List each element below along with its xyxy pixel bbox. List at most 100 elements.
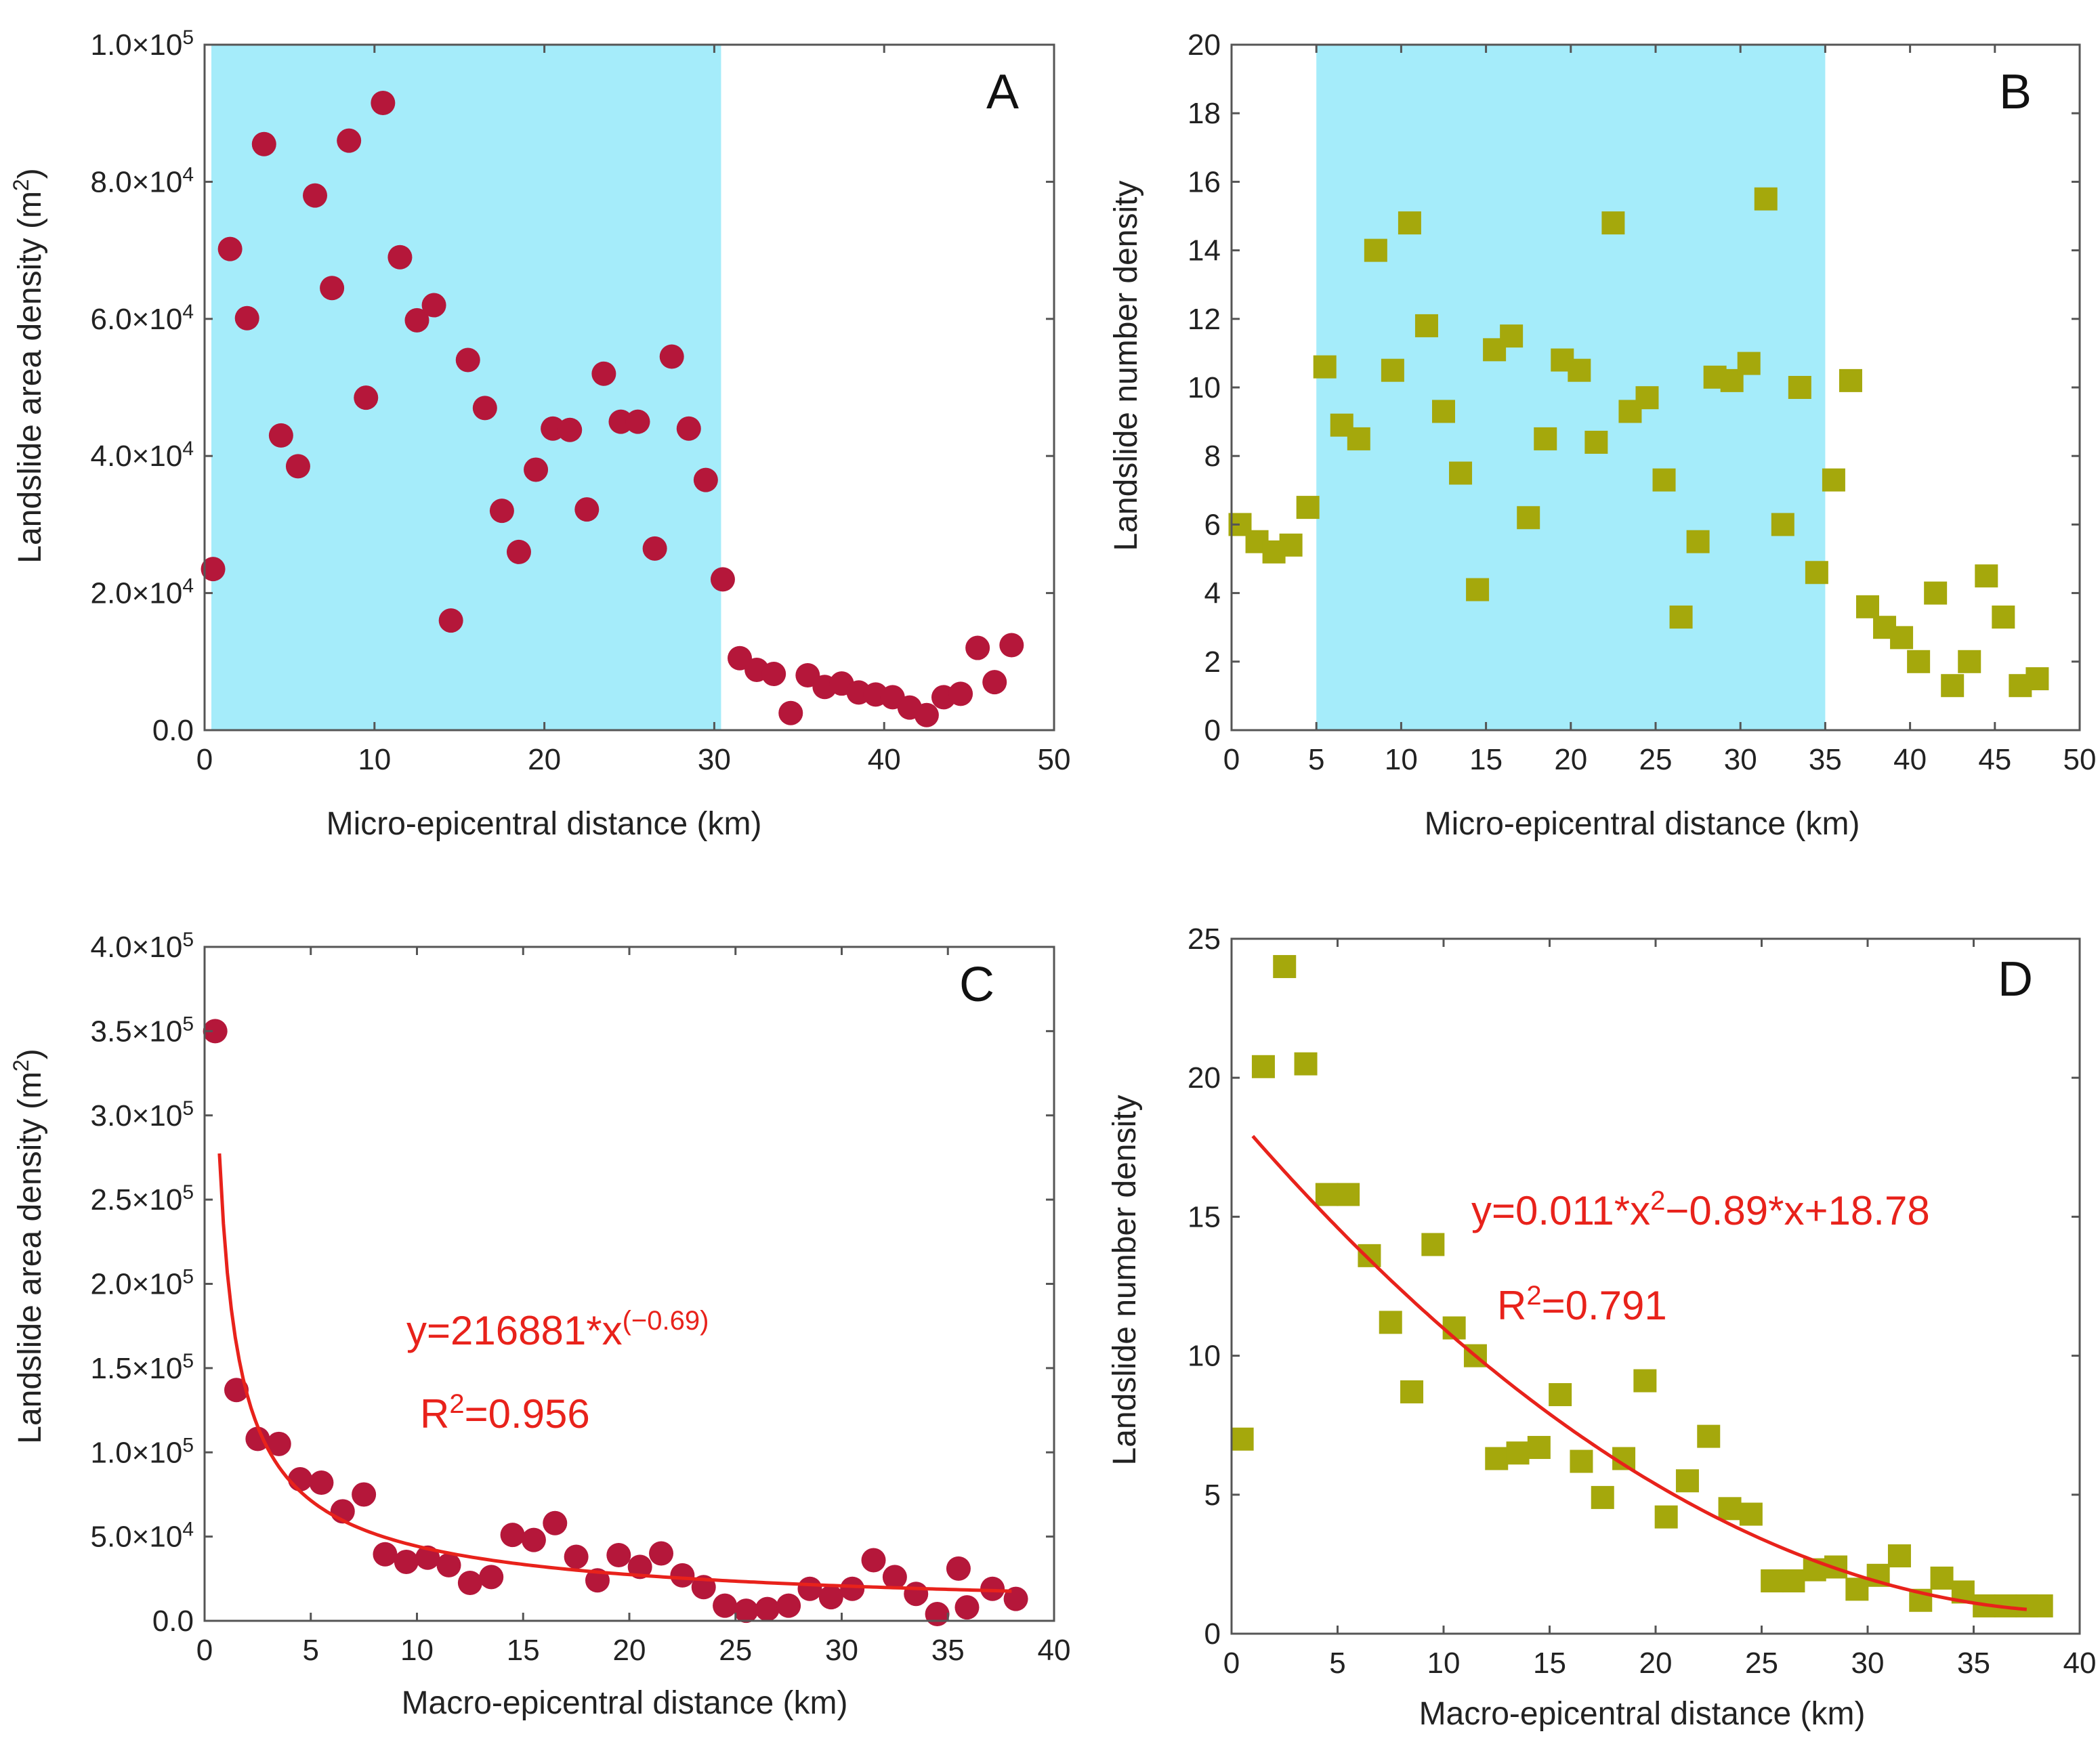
panel-b-point — [1364, 238, 1387, 262]
panel-d-point — [1251, 1055, 1275, 1078]
panel-a-point — [982, 670, 1007, 695]
panel-b-point — [1449, 461, 1473, 485]
panel-c-y-tick-label: 1.0×105 — [91, 1434, 194, 1470]
panel-b-y-axis-label: Landslide number density — [1108, 180, 1144, 551]
panel-b-shaded-region — [1316, 45, 1826, 730]
panel-b-point — [1924, 581, 1948, 605]
panel-c-point — [627, 1554, 652, 1580]
panel-a-frame — [203, 43, 1055, 732]
panel-a-x-tick-label: 10 — [358, 743, 391, 776]
panel-a-point — [625, 409, 650, 434]
panel-b-y-tick-label: 14 — [1188, 234, 1221, 268]
panel-a-x-tick-label: 30 — [698, 743, 731, 776]
panel-d-r-squared: R2=0.791 — [1497, 1281, 1667, 1328]
panel-c-y-tick-label: 0.0 — [152, 1605, 194, 1638]
panel-a-point — [761, 662, 786, 687]
panel-b-y-tick-label: 10 — [1188, 371, 1221, 404]
panel-b-point — [1771, 513, 1794, 536]
panel-a-point — [472, 396, 497, 421]
panel-b-x-tick-label: 15 — [1469, 743, 1503, 776]
panel-d-point — [1570, 1449, 1593, 1473]
panel-d-point — [1591, 1485, 1614, 1509]
panel-a-point — [948, 681, 973, 706]
panel-a-shaded-region — [211, 45, 721, 730]
panel-b-point — [1414, 314, 1438, 337]
panel-d-point — [1273, 955, 1297, 979]
panel-d-point — [1549, 1383, 1572, 1407]
panel-a-point — [506, 539, 531, 564]
panel-d-point — [1739, 1502, 1763, 1526]
panel-a-x-tick-label: 0 — [196, 743, 213, 776]
panel-b-point — [1347, 427, 1370, 450]
panel-c-y-tick-label: 3.0×105 — [91, 1097, 194, 1132]
panel-c-point — [606, 1542, 631, 1567]
panel-d-point — [1506, 1441, 1530, 1465]
panel-b-point — [1313, 355, 1337, 379]
panel-c-point — [245, 1426, 270, 1451]
panel-a-y-tick-label: 1.0×105 — [91, 26, 194, 62]
panel-a-point — [354, 385, 379, 410]
panel-c-x-tick-label: 35 — [931, 1634, 965, 1667]
panel-d-x-tick-label: 15 — [1533, 1647, 1566, 1680]
panel-a-point — [574, 497, 600, 522]
panel-a-point — [217, 236, 243, 261]
panel-c-point — [734, 1598, 759, 1624]
panel-c-equation: y=216881*x(−0.69) — [406, 1306, 709, 1353]
panel-c-point — [904, 1582, 929, 1607]
panel-d-y-tick-label: 5 — [1204, 1479, 1221, 1512]
panel-b-x-tick-label: 35 — [1809, 743, 1842, 776]
panel-a-point — [608, 409, 633, 434]
panel-c-r-squared: R2=0.956 — [420, 1389, 590, 1437]
panel-d-point — [1230, 1427, 1254, 1451]
panel-b-point — [1584, 430, 1608, 454]
panel-b-point — [1754, 187, 1778, 211]
panel-b-point — [1805, 561, 1828, 585]
panel-a-point — [778, 700, 803, 725]
panel-d-x-axis-label: Macro-epicentral distance (km) — [1419, 1696, 1866, 1732]
panel-d-point — [1654, 1505, 1678, 1529]
panel-a-point — [558, 417, 583, 442]
panel-c-point — [436, 1552, 461, 1577]
panel-a-shade-rect — [211, 45, 721, 730]
panel-d-x-tick-label: 35 — [1957, 1647, 1990, 1680]
panel-b-point — [1601, 211, 1625, 235]
panel-b-point — [1279, 533, 1303, 557]
panel-c-y-tick-label: 1.5×105 — [91, 1349, 194, 1385]
panel-c-point — [797, 1576, 822, 1601]
panel-d-point — [1358, 1244, 1381, 1267]
panel-c-point — [288, 1467, 313, 1492]
panel-b-point — [1992, 606, 2015, 629]
panel-b-point — [1381, 358, 1404, 382]
panel-c-fit-curve — [217, 1153, 1012, 1593]
panel-d-x-tick-label: 5 — [1329, 1647, 1345, 1680]
panel-b-point — [1432, 400, 1455, 423]
panel-d-y-tick-label: 20 — [1188, 1061, 1221, 1095]
panel-c-point — [1003, 1586, 1028, 1611]
panel-d-point — [1400, 1380, 1424, 1403]
panel-c-point — [564, 1544, 589, 1569]
panel-d-y-tick-label: 25 — [1188, 923, 1221, 956]
panel-d-x-tick-label: 30 — [1851, 1647, 1885, 1680]
panel-a-point — [693, 467, 718, 492]
panel-a-y-tick-label: 6.0×104 — [91, 300, 194, 336]
panel-b-point — [1669, 606, 1693, 629]
panel-c-letter: C — [959, 958, 994, 1012]
panel-c-point — [373, 1542, 398, 1567]
panel-c-axes-box — [203, 946, 1055, 1622]
panel-b-markers — [1228, 187, 2049, 698]
panel-a-point — [371, 91, 396, 116]
panel-a-point — [710, 567, 735, 592]
panel-d-point — [1761, 1569, 1784, 1593]
panel-a-point — [489, 499, 514, 524]
panel-c-x-tick-label: 30 — [825, 1634, 858, 1667]
panel-a-y-tick-label: 2.0×104 — [91, 574, 194, 610]
panel-a-axes-box — [203, 43, 1055, 732]
panel-d-point — [2030, 1594, 2053, 1617]
panel-a-point — [438, 608, 463, 633]
panel-c-y-tick-label: 3.5×105 — [91, 1013, 194, 1048]
panel-c-point — [394, 1549, 419, 1574]
panel-d-point — [1697, 1424, 1721, 1448]
panel-c-point — [457, 1571, 482, 1596]
panel-c-point — [861, 1548, 886, 1573]
